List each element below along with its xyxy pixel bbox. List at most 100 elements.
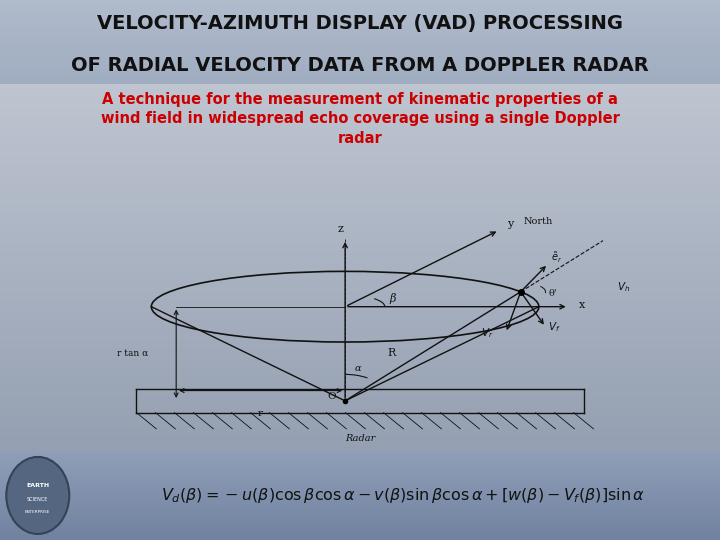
Text: r tan α: r tan α xyxy=(117,349,148,358)
Bar xyxy=(0,15,720,16)
Bar xyxy=(0,11,720,14)
Bar xyxy=(0,456,720,459)
Text: OF RADIAL VELOCITY DATA FROM A DOPPLER RADAR: OF RADIAL VELOCITY DATA FROM A DOPPLER R… xyxy=(71,56,649,75)
Text: Radar: Radar xyxy=(345,434,375,443)
Bar xyxy=(0,310,720,313)
Bar xyxy=(0,332,720,335)
Bar xyxy=(0,30,720,32)
Bar xyxy=(0,386,720,389)
Bar xyxy=(0,69,720,70)
Bar xyxy=(0,81,720,84)
Text: O: O xyxy=(328,393,336,401)
Bar xyxy=(0,359,720,362)
Text: θ': θ' xyxy=(548,289,557,298)
Bar xyxy=(0,297,720,300)
Bar xyxy=(0,477,720,479)
Bar xyxy=(0,486,720,489)
Text: r: r xyxy=(258,409,263,417)
Bar xyxy=(0,435,720,437)
Bar xyxy=(0,481,720,483)
Bar xyxy=(0,159,720,162)
Bar xyxy=(0,16,720,19)
Bar xyxy=(0,205,720,208)
Bar xyxy=(0,524,720,526)
Bar xyxy=(0,461,720,463)
Circle shape xyxy=(6,457,69,534)
Bar xyxy=(0,478,720,481)
Bar xyxy=(0,470,720,472)
Bar xyxy=(0,65,720,66)
Bar xyxy=(0,17,720,18)
Bar xyxy=(0,489,720,491)
Bar xyxy=(0,316,720,319)
Bar xyxy=(0,284,720,286)
Bar xyxy=(0,119,720,122)
Bar xyxy=(0,460,720,461)
Bar xyxy=(0,83,720,84)
Bar xyxy=(0,200,720,202)
Bar xyxy=(0,537,720,540)
Bar xyxy=(0,41,720,42)
Bar xyxy=(0,59,720,60)
Text: β: β xyxy=(390,293,396,304)
Bar xyxy=(0,502,720,505)
Bar xyxy=(0,238,720,240)
Bar xyxy=(0,11,720,12)
Text: z: z xyxy=(337,224,343,234)
Bar xyxy=(0,521,720,524)
Bar xyxy=(0,62,720,63)
Bar xyxy=(0,467,720,470)
Bar xyxy=(0,500,720,501)
Bar xyxy=(0,56,720,57)
Text: $\tilde{e}_r$: $\tilde{e}_r$ xyxy=(551,250,562,265)
Bar xyxy=(0,38,720,40)
Bar xyxy=(0,488,720,489)
Bar xyxy=(0,75,720,76)
Bar xyxy=(0,224,720,227)
Bar xyxy=(0,494,720,496)
Bar xyxy=(0,498,720,500)
Bar xyxy=(0,50,720,51)
Bar xyxy=(0,140,720,143)
Bar xyxy=(0,2,720,3)
Bar xyxy=(0,82,720,83)
Bar xyxy=(0,19,720,22)
Bar xyxy=(0,370,720,373)
Bar xyxy=(0,51,720,52)
Bar xyxy=(0,496,720,497)
Bar xyxy=(0,286,720,289)
Bar xyxy=(0,528,720,530)
Text: x: x xyxy=(579,300,585,310)
Bar xyxy=(0,464,720,465)
Bar xyxy=(0,5,720,6)
Bar xyxy=(0,184,720,186)
Bar xyxy=(0,33,720,35)
Bar xyxy=(0,324,720,327)
Bar xyxy=(0,392,720,394)
Bar xyxy=(0,248,720,251)
Bar xyxy=(0,505,720,508)
Bar xyxy=(0,281,720,284)
Bar xyxy=(0,421,720,424)
Bar xyxy=(0,519,720,521)
Bar xyxy=(0,26,720,27)
Bar xyxy=(0,335,720,338)
Bar xyxy=(0,68,720,70)
Bar xyxy=(0,32,720,33)
Bar xyxy=(0,40,720,43)
Bar xyxy=(0,508,720,509)
Bar xyxy=(0,213,720,216)
Bar xyxy=(0,375,720,378)
Bar xyxy=(0,470,720,472)
Bar xyxy=(0,67,720,68)
Bar xyxy=(0,467,720,469)
Bar xyxy=(0,537,720,538)
Bar xyxy=(0,529,720,532)
Bar xyxy=(0,165,720,167)
Bar xyxy=(0,448,720,451)
Bar xyxy=(0,124,720,127)
Bar xyxy=(0,413,720,416)
Bar xyxy=(0,362,720,364)
Bar xyxy=(0,240,720,243)
Bar xyxy=(0,8,720,9)
